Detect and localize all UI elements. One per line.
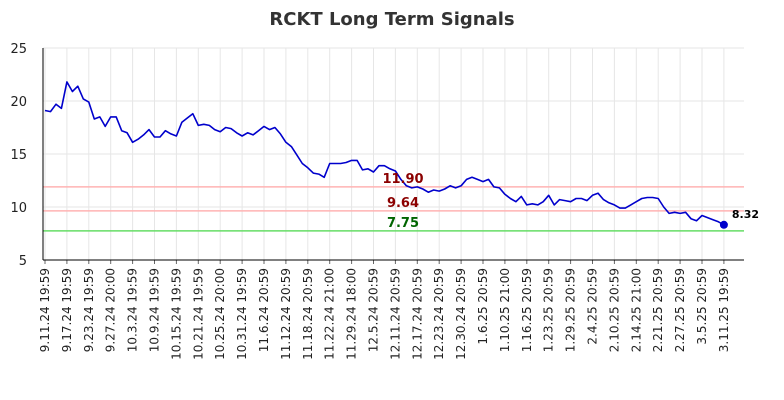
level-lines <box>43 186 744 232</box>
x-tick-label: 1.29.25 20:59 <box>564 268 578 352</box>
y-tick-label: 25 <box>10 42 27 57</box>
price-line <box>44 81 725 226</box>
level-label: 9.64 <box>387 196 419 211</box>
x-tick-label: 1.23.25 20:59 <box>542 268 556 352</box>
x-tick-label: 12.17.24 20:59 <box>410 268 424 360</box>
x-tick-label: 3.11.25 19:59 <box>717 268 731 352</box>
x-tick-label: 12.5.24 20:59 <box>367 268 381 352</box>
labels: 11.90 9.64 7.75 8.32 <box>382 172 759 231</box>
axes: 5 10 15 20 25 9.11.24 19:59 9.17.24 19:59 9.23.… <box>10 42 744 360</box>
x-tick-label: 10.9.24 19:59 <box>148 268 162 352</box>
x-tick-label: 11.12.24 20:59 <box>279 268 293 360</box>
y-tick-label: 20 <box>10 95 27 110</box>
x-tick-label: 11.6.24 20:59 <box>257 268 271 352</box>
x-tick-label: 11.29.24 18:00 <box>345 268 359 360</box>
x-tick-label: 11.22.24 21:00 <box>323 268 337 360</box>
x-tick-label: 9.17.24 19:59 <box>60 268 74 352</box>
x-tick-label: 9.11.24 19:59 <box>38 268 52 352</box>
x-tick-label: 2.10.25 20:59 <box>607 268 621 352</box>
x-tick-label: 1.16.25 20:59 <box>520 268 534 352</box>
x-tick-label: 10.31.24 19:59 <box>235 268 249 360</box>
level-label: 11.90 <box>382 172 423 187</box>
grid <box>43 47 744 261</box>
x-tick-label: 1.6.25 20:59 <box>476 268 490 345</box>
series <box>44 81 725 226</box>
x-tick-label: 10.3.24 19:59 <box>126 268 140 352</box>
x-tick-label: 9.27.24 20:00 <box>104 268 118 352</box>
last-value-label: 8.32 <box>732 208 759 221</box>
x-tick-label: 2.14.25 21:00 <box>629 268 643 352</box>
y-tick-label: 15 <box>10 148 27 163</box>
x-tick-label: 11.18.24 20:59 <box>301 268 315 360</box>
x-tick-label: 10.15.24 19:59 <box>169 268 183 360</box>
x-tick-label: 10.21.24 19:59 <box>191 268 205 360</box>
x-tick-label: 9.23.24 19:59 <box>82 268 96 352</box>
x-tick-label: 1.10.25 21:00 <box>498 268 512 352</box>
x-tick-label: 2.21.25 20:59 <box>651 268 665 352</box>
x-tick-label: 12.11.24 20:59 <box>388 268 402 360</box>
y-tick-label: 5 <box>19 254 27 269</box>
x-tick-label: 2.27.25 20:59 <box>673 268 687 352</box>
x-tick-label: 12.30.24 20:59 <box>454 268 468 360</box>
x-tick-label: 12.23.24 20:59 <box>432 268 446 360</box>
x-tick-label: 10.25.24 20:00 <box>213 268 227 360</box>
level-label: 7.75 <box>387 216 419 231</box>
chart-title: RCKT Long Term Signals <box>269 9 514 30</box>
x-tick-label: 2.4.25 20:59 <box>586 268 600 345</box>
y-tick-label: 10 <box>10 201 27 216</box>
last-point-marker <box>719 220 728 229</box>
x-tick-label: 3.5.25 20:59 <box>695 268 709 345</box>
